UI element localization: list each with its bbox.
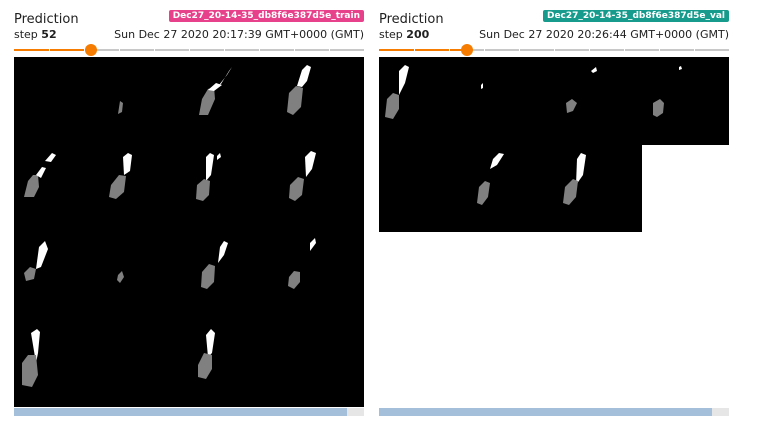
slider-tick bbox=[449, 49, 450, 51]
slider-tick bbox=[294, 49, 295, 51]
image-card-val: Prediction Dec27_20-14-35_db8f6e387d5e_v… bbox=[379, 8, 729, 428]
prediction-image-grid bbox=[379, 57, 729, 232]
slider-tick bbox=[624, 49, 625, 51]
slider-tick bbox=[659, 49, 660, 51]
prediction-image bbox=[379, 57, 729, 407]
slider-tick bbox=[224, 49, 225, 51]
slider-tick bbox=[414, 49, 415, 51]
prediction-image-grid bbox=[14, 57, 364, 407]
card-title: Prediction bbox=[379, 12, 444, 27]
slider-tick bbox=[554, 49, 555, 51]
scrollbar-thumb[interactable] bbox=[379, 408, 712, 416]
slider-thumb[interactable] bbox=[460, 44, 473, 56]
slider-tick bbox=[49, 49, 50, 51]
slider-tick bbox=[119, 49, 120, 51]
slider-tick bbox=[189, 49, 190, 51]
slider-tick bbox=[259, 49, 260, 51]
step-slider[interactable] bbox=[14, 43, 364, 56]
prediction-image bbox=[14, 57, 364, 407]
slider-tick bbox=[589, 49, 590, 51]
slider-tick bbox=[694, 49, 695, 51]
slider-tick bbox=[154, 49, 155, 51]
step-label: step bbox=[14, 28, 38, 41]
run-label: Dec27_20-14-35_db8f6e387d5e_val bbox=[542, 10, 729, 22]
step-readout: step 52 bbox=[14, 29, 57, 41]
step-label: step bbox=[379, 28, 403, 41]
slider-tick bbox=[484, 49, 485, 51]
horizontal-scrollbar[interactable] bbox=[14, 408, 364, 416]
image-card-train: Prediction Dec27_20-14-35_db8f6e387d5e_t… bbox=[14, 8, 364, 428]
timestamp: Sun Dec 27 2020 20:26:44 GMT+0000 (GMT) bbox=[479, 28, 729, 41]
slider-tick bbox=[519, 49, 520, 51]
slider-fill bbox=[14, 49, 91, 51]
step-value: 52 bbox=[41, 28, 57, 41]
slider-thumb[interactable] bbox=[85, 44, 97, 56]
horizontal-scrollbar[interactable] bbox=[379, 408, 729, 416]
step-value: 200 bbox=[406, 28, 430, 41]
step-readout: step 200 bbox=[379, 29, 429, 41]
timestamp: Sun Dec 27 2020 20:17:39 GMT+0000 (GMT) bbox=[114, 28, 364, 41]
scrollbar-thumb[interactable] bbox=[14, 408, 347, 416]
slider-fill bbox=[379, 49, 467, 51]
slider-tick bbox=[329, 49, 330, 51]
run-label: Dec27_20-14-35_db8f6e387d5e_train bbox=[168, 10, 364, 22]
card-title: Prediction bbox=[14, 12, 79, 27]
step-slider[interactable] bbox=[379, 43, 729, 56]
slider-tick bbox=[84, 49, 85, 51]
